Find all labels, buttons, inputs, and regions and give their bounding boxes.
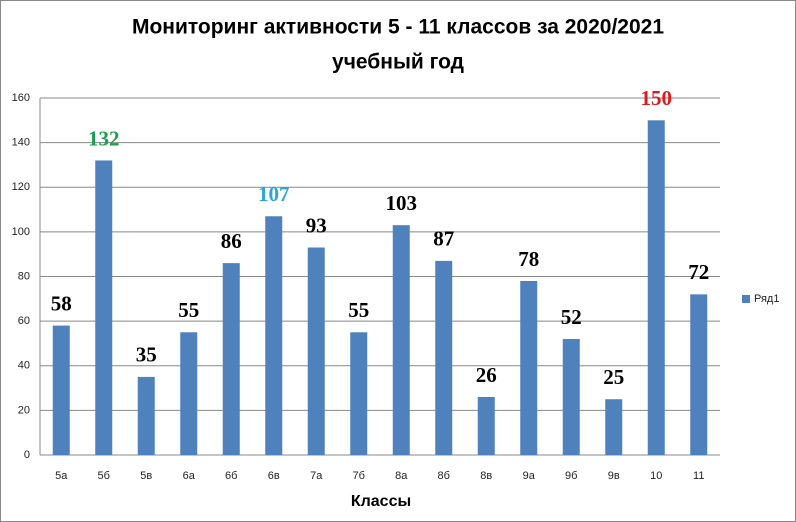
bar (647, 120, 665, 455)
value-label: 93 (306, 213, 327, 237)
bar (435, 260, 453, 455)
value-label: 150 (641, 86, 673, 110)
bar (265, 216, 283, 455)
value-label: 25 (603, 365, 624, 389)
value-label: 52 (561, 305, 582, 329)
x-tick-label: 7б (353, 470, 365, 482)
bar (562, 338, 580, 455)
value-label: 86 (221, 229, 242, 253)
bar (137, 376, 155, 455)
x-tick-label: 6а (183, 470, 196, 482)
x-tick-label: 9в (608, 470, 620, 482)
bar (477, 396, 495, 455)
value-label: 72 (688, 260, 709, 284)
y-tick-label: 0 (24, 449, 30, 461)
value-label: 87 (433, 227, 454, 251)
bar (392, 225, 410, 455)
bar (520, 280, 538, 455)
bar (95, 160, 113, 455)
value-label: 107 (258, 182, 290, 206)
x-tick-label: 8а (395, 470, 408, 482)
bar (605, 399, 623, 455)
x-tick-label: 11 (693, 470, 704, 482)
bar (180, 332, 198, 455)
legend-label: Ряд1 (754, 293, 779, 305)
y-tick-label: 20 (18, 404, 30, 416)
x-tick-label: 5в (140, 470, 152, 482)
value-label: 78 (518, 247, 539, 271)
y-tick-label: 100 (12, 226, 30, 238)
y-tick-label: 40 (18, 360, 30, 372)
y-tick-label: 160 (12, 92, 30, 104)
value-label: 132 (88, 126, 120, 150)
y-tick-label: 60 (18, 315, 30, 327)
chart-title: Мониторинг активности 5 - 11 классов за … (132, 16, 664, 39)
x-axis-label: Классы (351, 493, 411, 510)
value-label: 26 (476, 363, 497, 387)
x-tick-label: 9а (523, 470, 536, 482)
x-tick-label: 9б (565, 470, 577, 482)
value-label: 58 (51, 291, 72, 315)
x-tick-label: 7а (310, 470, 323, 482)
bar (350, 332, 368, 455)
bar (307, 247, 325, 455)
x-tick-label: 10 (650, 470, 662, 482)
x-tick-label: 5б (98, 470, 110, 482)
x-tick-label: 6в (268, 470, 280, 482)
x-tick-label: 6б (225, 470, 237, 482)
value-label: 55 (178, 298, 199, 322)
x-tick-label: 8б (438, 470, 450, 482)
chart-title: учебный год (332, 51, 464, 74)
x-tick-label: 8в (480, 470, 492, 482)
value-label: 55 (348, 298, 369, 322)
legend-swatch (742, 295, 750, 303)
y-tick-label: 140 (12, 137, 30, 149)
x-tick-label: 5а (55, 470, 68, 482)
y-tick-label: 120 (12, 181, 30, 193)
bar (690, 294, 708, 455)
bar (52, 325, 70, 455)
value-label: 35 (136, 343, 157, 367)
y-tick-label: 80 (18, 270, 30, 282)
bar (222, 263, 240, 455)
value-label: 103 (386, 191, 418, 215)
